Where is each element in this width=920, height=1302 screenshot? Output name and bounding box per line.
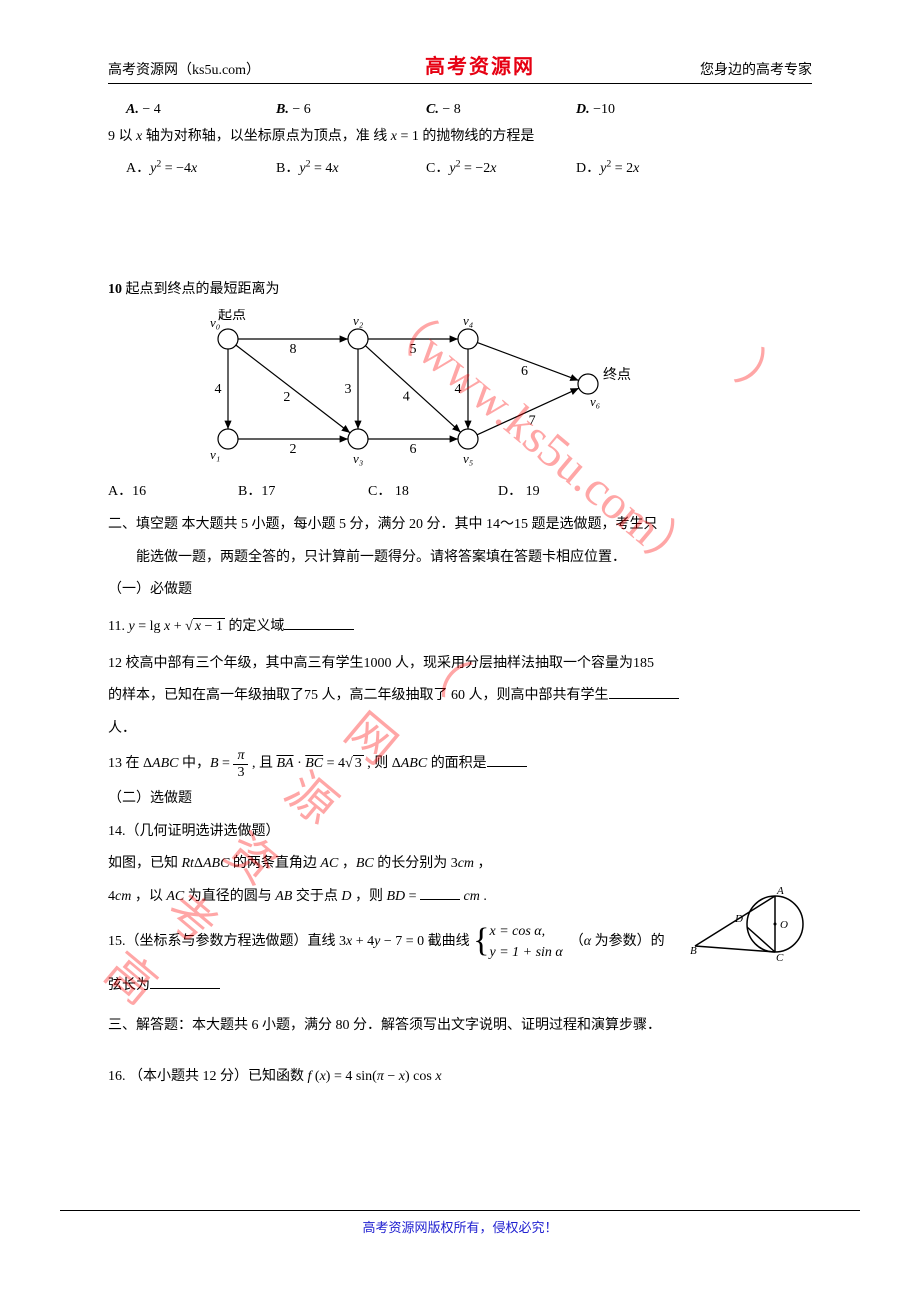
- sec2b: （二）选做题: [108, 786, 812, 813]
- svg-text:D: D: [734, 913, 743, 925]
- q14-t: 14.（几何证明选讲选做题）: [108, 819, 812, 846]
- q12-l3: 人．: [108, 716, 812, 743]
- svg-text:v₄: v₄: [463, 313, 474, 328]
- svg-text:起点: 起点: [218, 309, 246, 323]
- q16: 16. （本小题共 12 分）已知函数 f (x) = 4 sin(π − x)…: [108, 1064, 812, 1091]
- q10-opt-c: C． 18: [368, 480, 498, 500]
- svg-text:v₁: v₁: [210, 447, 220, 462]
- q12-l2: 的样本，已知在高一年级抽取了75 人，高二年级抽取了 60 人，则高中部共有学生: [108, 683, 812, 710]
- q9-opt-d: D．y2 = 2x: [576, 157, 726, 177]
- svg-text:A: A: [776, 885, 784, 897]
- svg-text:v₃: v₃: [353, 451, 363, 466]
- sec2-sub1: （一）必做题: [108, 577, 812, 604]
- q9-options: A．y2 = −4x B．y2 = 4x C．y2 = −2x D．y2 = 2…: [126, 157, 812, 177]
- svg-text:6: 6: [410, 442, 417, 457]
- blank: [150, 975, 220, 989]
- circle-svg: A B C D O: [690, 884, 810, 964]
- q10-options: A．16 B．17 C． 18 D． 19: [108, 480, 812, 500]
- q14-l1: 如图，已知 RtΔABC 的两条直角边 AC ，BC 的长分别为 3cm ，: [108, 851, 812, 878]
- svg-text:v₅: v₅: [463, 451, 473, 466]
- q13: 13 在 ΔABC 中，B = π3 , 且 BA · BC = 43 , 则 …: [108, 748, 812, 780]
- blank: [487, 753, 527, 767]
- q10-graph: 84223546467v₀v₁v₂v₃v₄v₅v₆起点终点: [188, 309, 812, 474]
- q12-l1: 12 校高中部有三个年级，其中高三有学生1000 人，现采用分层抽样法抽取一个容…: [108, 651, 812, 678]
- svg-text:v₆: v₆: [590, 394, 600, 409]
- svg-text:7: 7: [529, 414, 536, 429]
- header-right: 您身边的高考专家: [700, 59, 812, 79]
- blank: [609, 685, 679, 699]
- q9-opt-a: A．y2 = −4x: [126, 157, 276, 177]
- svg-text:5: 5: [410, 342, 417, 357]
- q9-opt-b: B．y2 = 4x: [276, 157, 426, 177]
- q10-opt-b: B．17: [238, 480, 368, 500]
- blank: [284, 616, 354, 630]
- svg-text:6: 6: [521, 364, 528, 379]
- svg-text:2: 2: [283, 390, 290, 405]
- svg-text:3: 3: [345, 382, 352, 397]
- q11: 11. y = lg x + x − 1 的定义域: [108, 614, 812, 641]
- svg-text:v₂: v₂: [353, 313, 364, 328]
- graph-svg: 84223546467v₀v₁v₂v₃v₄v₅v₆起点终点: [188, 309, 658, 469]
- svg-text:4: 4: [455, 382, 462, 397]
- q10-opt-a: A．16: [108, 480, 238, 500]
- q10-title: 10 起点到终点的最短距离为: [108, 277, 812, 304]
- q8-options: A. − 4 B. − 6 C. − 8 D. −10: [126, 102, 812, 118]
- page-footer: 高考资源网版权所有，侵权必究！: [60, 1210, 860, 1236]
- sec3: 三、解答题：本大题共 6 小题，满分 80 分．解答须写出文字说明、证明过程和演…: [108, 1013, 812, 1040]
- svg-text:4: 4: [403, 390, 410, 405]
- svg-text:B: B: [690, 945, 697, 957]
- svg-text:4: 4: [215, 382, 222, 397]
- q8-opt-c: C. − 8: [426, 102, 576, 118]
- svg-text:O: O: [780, 919, 788, 931]
- svg-text:终点: 终点: [603, 367, 631, 383]
- q8-opt-d: D. −10: [576, 102, 726, 118]
- q8-opt-a: A. − 4: [126, 102, 276, 118]
- svg-text:8: 8: [290, 342, 297, 357]
- q15-l2: 弦长为: [108, 973, 812, 1000]
- q8-opt-b: B. − 6: [276, 102, 426, 118]
- q9-text: 9 以 x 轴为对称轴，以坐标原点为顶点，准 线 x = 1 的抛物线的方程是: [108, 124, 812, 151]
- q10-opt-d: D． 19: [498, 480, 628, 500]
- header-title: 高考资源网: [425, 50, 535, 79]
- q14-diagram: A B C D O: [690, 884, 810, 969]
- page-header: 高考资源网（ks5u.com） 高考资源网 您身边的高考专家: [108, 50, 812, 84]
- sec2-title: 二、填空题 本大题共 5 小题，每小题 5 分，满分 20 分．其中 14～15…: [108, 512, 812, 539]
- sec2-title2: 能选做一题，两题全答的，只计算前一题得分。请将答案填在答题卡相应位置．: [108, 545, 812, 572]
- q9-opt-c: C．y2 = −2x: [426, 157, 576, 177]
- svg-text:C: C: [776, 952, 784, 964]
- header-left: 高考资源网（ks5u.com）: [108, 59, 260, 79]
- svg-text:2: 2: [290, 442, 297, 457]
- blank: [420, 886, 460, 900]
